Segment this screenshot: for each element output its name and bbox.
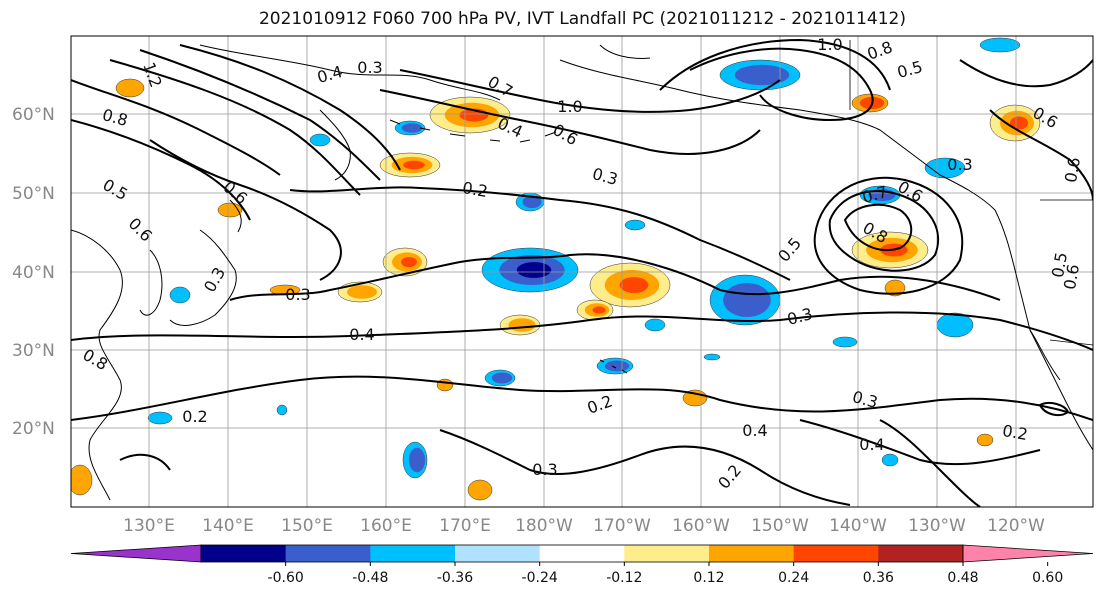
- contour-label: 0.6: [1060, 263, 1083, 291]
- anomaly-area: [436, 378, 454, 392]
- lon-label: 140°W: [829, 516, 887, 536]
- anomaly-area: [516, 262, 552, 278]
- lon-label: 160°W: [672, 516, 730, 536]
- anomaly-area: [403, 160, 425, 170]
- lon-label: 120°W: [987, 516, 1045, 536]
- contour-label: 0.4: [349, 325, 374, 344]
- anomaly-area: [522, 195, 542, 209]
- anomaly-area: [624, 219, 646, 231]
- anomaly-area: [169, 286, 191, 304]
- contour-label: 0.3: [357, 58, 382, 77]
- colorbar-segment: [201, 545, 287, 562]
- contour-label: 0.4: [742, 421, 767, 440]
- colorbar-tick-label: 0.60: [1032, 570, 1063, 586]
- anomaly-area: [734, 64, 790, 86]
- contour-label: 0.2: [461, 178, 489, 201]
- colorbar-segment: [285, 545, 371, 562]
- anomaly-area: [408, 447, 426, 473]
- anomaly-area: [723, 283, 771, 317]
- latitude-labels: 60°N 50°N 40°N 30°N 20°N: [12, 105, 55, 439]
- lat-label: 20°N: [12, 419, 55, 439]
- anomaly-area: [309, 133, 331, 147]
- colorbar-segment: [455, 545, 541, 562]
- anomaly-area: [401, 256, 417, 268]
- lon-label: 150°E: [281, 516, 333, 536]
- contour-label: 0.2: [182, 407, 207, 426]
- anomaly-area: [115, 78, 145, 98]
- anomaly-area: [491, 372, 513, 384]
- anomaly-area: [347, 285, 377, 299]
- lat-label: 40°N: [12, 263, 55, 283]
- colorbar-tick-label: 0.12: [693, 570, 724, 586]
- colorbar-extend-high: [962, 544, 1094, 563]
- lat-label: 30°N: [12, 341, 55, 361]
- lon-label: 150°W: [751, 516, 809, 536]
- lon-label: 170°W: [593, 516, 651, 536]
- anomaly-area: [467, 479, 493, 501]
- anomaly-area: [276, 404, 288, 416]
- anomaly-area: [979, 37, 1021, 53]
- anomaly-area: [832, 336, 858, 348]
- lat-label: 50°N: [12, 184, 55, 204]
- anomaly-area: [619, 277, 649, 293]
- colorbar-segment: [624, 545, 710, 562]
- colorbar-tick-label: -0.12: [606, 570, 642, 586]
- colorbar-tick-label: -0.60: [268, 570, 304, 586]
- anomaly-area: [881, 453, 899, 467]
- lat-label: 60°N: [12, 105, 55, 125]
- anomaly-area: [71, 464, 93, 496]
- anomaly-area: [508, 318, 536, 332]
- contour-label: 0.2: [1001, 421, 1029, 444]
- lon-label: 170°E: [439, 516, 491, 536]
- colorbar-extend-low: [70, 544, 202, 563]
- lon-label: 160°E: [360, 516, 412, 536]
- lon-label: 180°W: [515, 516, 573, 536]
- colorbar-tick-label: -0.48: [352, 570, 388, 586]
- contour-label: 0.3: [532, 460, 557, 479]
- contour-label: 1.0: [557, 97, 582, 116]
- anomaly-area: [644, 318, 666, 332]
- coastlines: [71, 40, 1093, 501]
- contour-label: 0.3: [947, 155, 972, 174]
- anomaly-area: [976, 433, 994, 447]
- pv-contours: [71, 38, 1093, 507]
- colorbar-segment: [709, 545, 795, 562]
- anomaly-area: [147, 411, 173, 425]
- colorbar: [70, 544, 1094, 563]
- colorbar-tick-label: 0.36: [863, 570, 894, 586]
- contour-label: 0.3: [285, 285, 310, 304]
- colorbar-tick-label: 0.24: [778, 570, 809, 586]
- map-frame-bg: [71, 36, 1093, 507]
- graticule: [71, 36, 1093, 507]
- anomaly-area: [703, 353, 721, 361]
- lon-label: 140°E: [202, 516, 254, 536]
- colorbar-tick-labels: -0.60 -0.48 -0.36 -0.24 -0.12 0.12 0.24 0.36 0.4…: [268, 562, 1063, 586]
- map-border: [70, 35, 1094, 508]
- colorbar-segment: [878, 545, 964, 562]
- colorbar-segment: [539, 545, 625, 562]
- lon-label: 130°W: [908, 516, 966, 536]
- anomaly-area: [1010, 116, 1028, 130]
- colorbar-segment: [793, 545, 879, 562]
- lon-label: 130°E: [123, 516, 175, 536]
- anomaly-area: [401, 123, 423, 133]
- contour-label: 0.5: [1048, 251, 1071, 279]
- anomaly-area: [592, 306, 606, 314]
- anomaly-area: [604, 360, 630, 372]
- anomaly-area: [884, 279, 906, 297]
- contour-label: 0.6: [1061, 156, 1084, 184]
- map-title: 2021010912 F060 700 hPa PV, IVT Landfall…: [258, 9, 906, 29]
- colorbar-tick-label: -0.36: [437, 570, 473, 586]
- colorbar-tick-label: -0.24: [522, 570, 558, 586]
- contour-label: 1.0: [817, 35, 842, 54]
- longitude-labels: 130°E 140°E 150°E 160°E 170°E 180°W 170°…: [123, 516, 1045, 536]
- contour-label: 0.4: [859, 435, 884, 454]
- colorbar-tick-label: 0.48: [947, 570, 978, 586]
- colorbar-segment: [370, 545, 456, 562]
